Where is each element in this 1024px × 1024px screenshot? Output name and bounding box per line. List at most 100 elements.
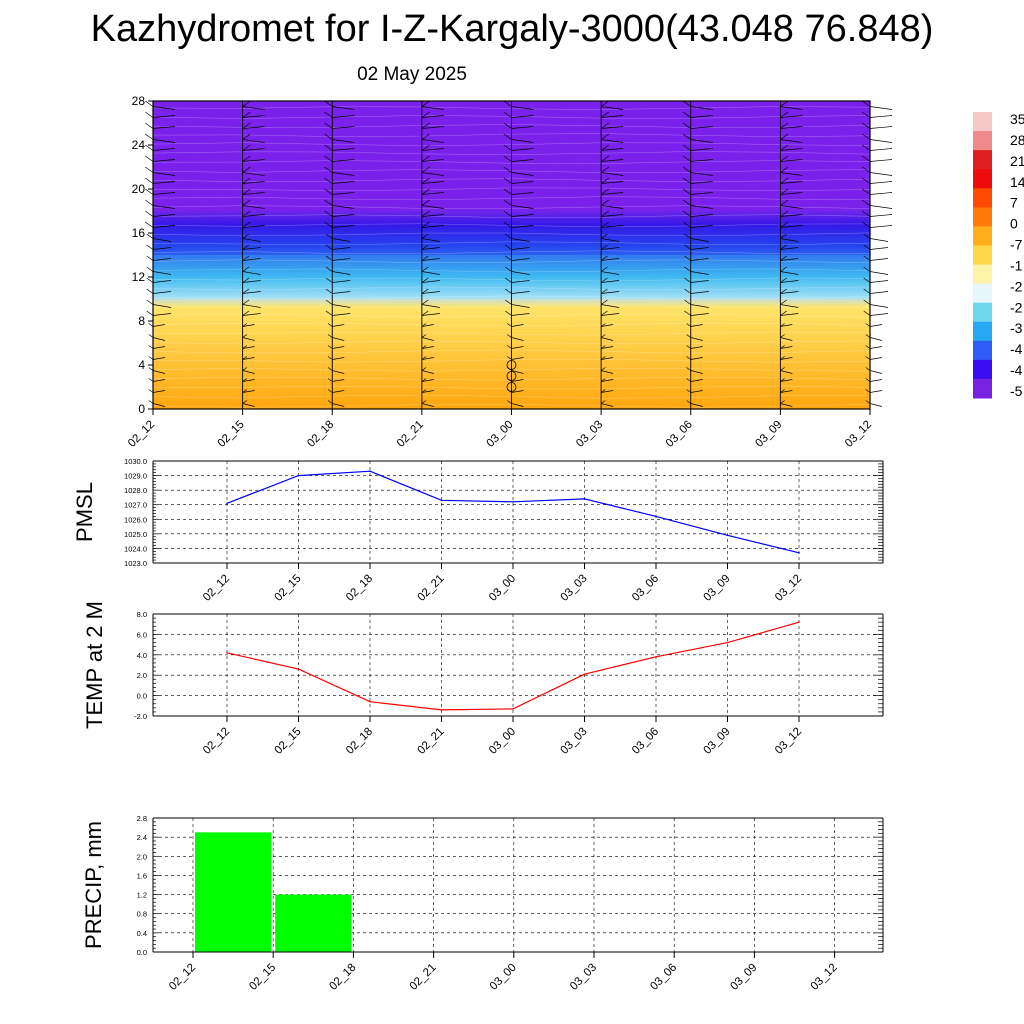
- wind-barb: [511, 159, 534, 162]
- wind-barb: [421, 324, 434, 327]
- wind-barb: [863, 233, 871, 239]
- wind-barb: [148, 334, 154, 338]
- wind-barb: [869, 181, 893, 184]
- colorbar-swatch: [973, 188, 992, 208]
- x-tick-label: 02_15: [273, 573, 304, 604]
- wind-barb: [421, 166, 430, 173]
- wind-barb: [601, 126, 624, 129]
- wind-barb: [242, 277, 250, 283]
- wind-barb: [780, 199, 789, 206]
- wind-barb: [690, 304, 709, 308]
- wind-barb: [780, 379, 793, 382]
- wind-barb: [601, 225, 624, 228]
- data-point-03_00: [512, 501, 514, 503]
- wind-barb: [324, 133, 333, 140]
- wind-barb: [865, 378, 871, 382]
- y-tick-label: 2.0: [137, 852, 147, 861]
- wind-barb: [145, 166, 154, 173]
- wind-barb: [242, 255, 250, 261]
- wind-barb: [145, 133, 154, 140]
- wind-barb: [690, 280, 709, 283]
- wind-barb: [690, 370, 703, 374]
- wind-barb: [682, 221, 691, 228]
- wind-barb: [325, 255, 333, 261]
- wind-barb: [684, 288, 691, 294]
- wind-barb: [869, 346, 883, 349]
- wind-barb: [690, 159, 713, 162]
- wind-barb: [242, 199, 251, 206]
- y-tick-label: 0: [138, 402, 145, 416]
- y-tick-label: 1027.0: [124, 501, 147, 510]
- wind-barb: [332, 192, 355, 195]
- wind-barb: [421, 299, 429, 305]
- wind-barb: [511, 403, 524, 407]
- wind-barb: [242, 155, 251, 162]
- data-point-02_15: [297, 668, 300, 670]
- wind-barb: [503, 177, 512, 184]
- colorbar-swatch: [973, 226, 992, 246]
- y-tick-label: 0.4: [137, 929, 147, 938]
- colorbar-swatch: [973, 207, 992, 227]
- wind-barb: [421, 337, 434, 341]
- wind-barb: [325, 244, 333, 250]
- wind-barb: [686, 389, 691, 393]
- wind-barb: [600, 277, 608, 283]
- wind-barb: [324, 100, 333, 107]
- data-point-02_18: [369, 700, 371, 703]
- wind-barb: [324, 166, 333, 173]
- wind-barb: [152, 379, 166, 382]
- wind-barb: [780, 115, 803, 118]
- wind-barb: [601, 370, 614, 374]
- wind-barb: [242, 346, 255, 349]
- colorbar-swatch: [973, 264, 992, 285]
- wind-barb: [332, 403, 345, 407]
- wind-barb: [511, 115, 534, 118]
- x-tick-label: 03_06: [648, 962, 679, 993]
- wind-barb: [507, 356, 512, 360]
- wind-barb: [152, 258, 172, 261]
- wind-barb: [690, 225, 713, 228]
- wind-barb: [242, 166, 251, 173]
- wind-barb: [780, 403, 793, 407]
- wind-barb: [869, 304, 889, 308]
- wind-barb: [148, 323, 154, 327]
- wind-barb: [421, 280, 440, 283]
- wind-barb: [869, 115, 893, 118]
- wind-barb: [780, 390, 793, 393]
- wind-barb: [332, 225, 355, 228]
- wind-barb: [511, 271, 530, 275]
- wind-barb: [325, 266, 333, 272]
- wind-barb: [421, 345, 427, 349]
- wind-barb: [242, 214, 265, 217]
- wind-barb: [421, 313, 440, 316]
- y-tick-label: 1026.0: [124, 515, 147, 524]
- wind-barb: [601, 379, 614, 382]
- wind-barb: [242, 177, 251, 184]
- wind-barb: [332, 172, 355, 176]
- data-point-03_00: [512, 708, 514, 710]
- wind-barb: [863, 255, 871, 261]
- wind-barb: [865, 334, 871, 338]
- wind-barb: [780, 244, 787, 250]
- wind-barb: [600, 177, 610, 184]
- colorbar-label: 7: [1010, 195, 1018, 211]
- wind-barb: [780, 324, 793, 327]
- wind-barb: [152, 370, 166, 374]
- wind-barb: [152, 159, 176, 162]
- wind-barb: [780, 225, 803, 228]
- wind-barb: [152, 225, 176, 228]
- wind-barb: [600, 233, 608, 239]
- wind-barb: [780, 192, 803, 195]
- wind-barb: [421, 159, 444, 162]
- wind-barb: [601, 291, 620, 294]
- x-tick-label: 03_00: [485, 419, 516, 450]
- x-tick-label: 02_12: [126, 419, 157, 450]
- wind-barb: [148, 367, 154, 371]
- wind-barb: [332, 115, 355, 118]
- wind-barb: [421, 177, 430, 184]
- wind-barb: [600, 288, 608, 294]
- colorbar-label: 35: [1010, 111, 1024, 127]
- wind-barb: [504, 299, 512, 305]
- wind-barb: [600, 133, 610, 140]
- wind-barb: [242, 192, 265, 195]
